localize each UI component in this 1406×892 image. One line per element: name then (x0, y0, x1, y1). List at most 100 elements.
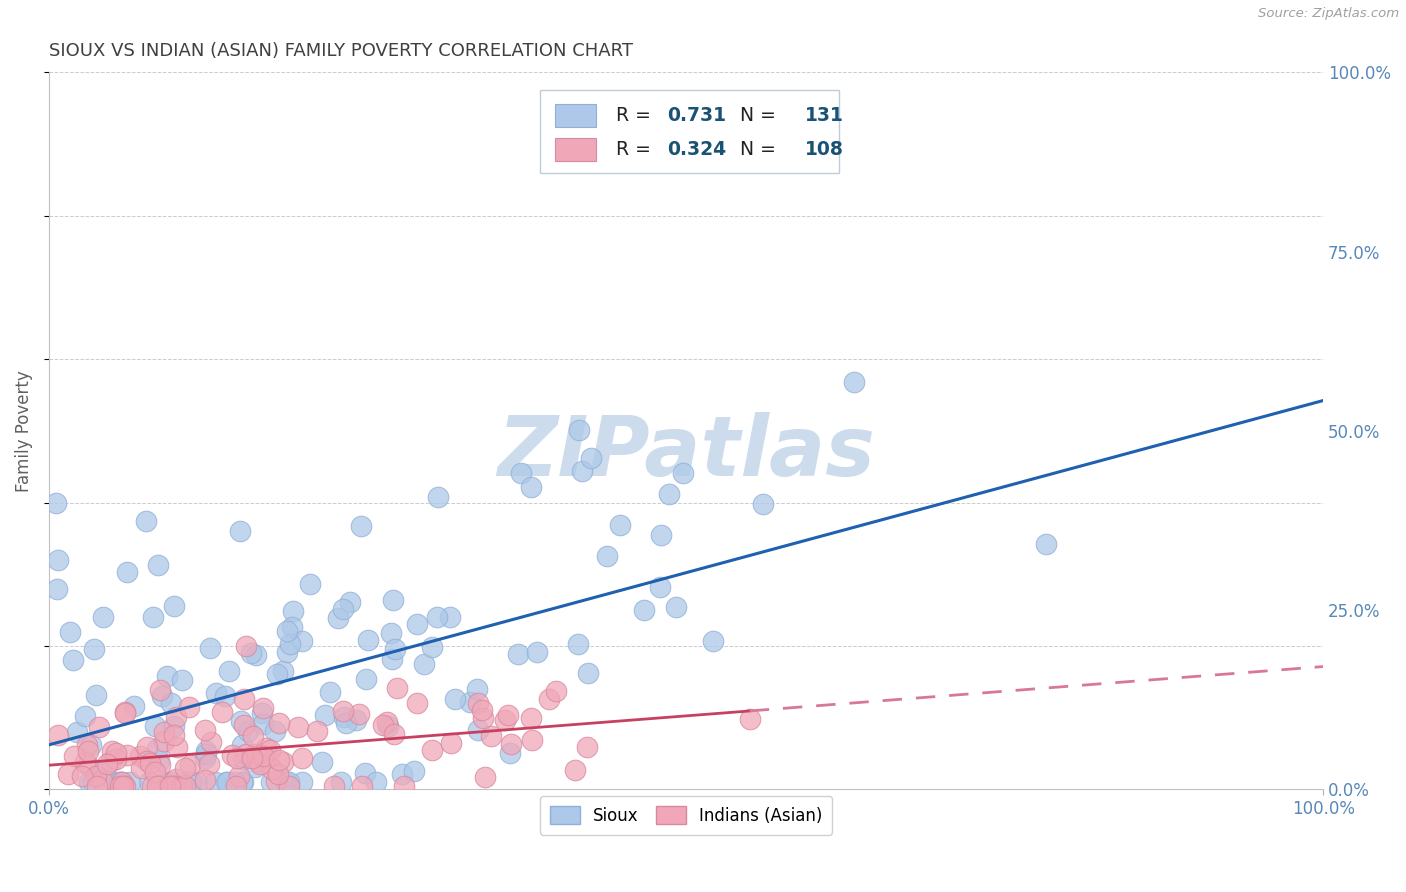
Point (114, 705, 136, 719)
Point (179, 758, 201, 772)
Point (1035, 537, 1057, 551)
Point (287, 720, 309, 734)
Point (501, 737, 523, 751)
Point (83, 642, 105, 657)
Point (110, 775, 132, 789)
Point (246, 754, 269, 768)
Point (465, 682, 488, 697)
Point (46, 728, 69, 742)
Point (278, 775, 301, 789)
Point (494, 713, 516, 727)
Point (245, 648, 267, 662)
Point (214, 689, 236, 703)
Point (354, 766, 377, 780)
Point (259, 742, 281, 756)
Point (198, 640, 221, 655)
Point (159, 779, 181, 793)
Point (458, 695, 481, 709)
Point (80, 739, 103, 753)
Point (146, 558, 169, 572)
Point (250, 706, 273, 721)
Point (114, 779, 136, 793)
Point (186, 775, 208, 789)
Point (526, 645, 548, 659)
Point (752, 497, 775, 511)
Point (406, 616, 429, 631)
Point (163, 728, 186, 742)
Point (650, 528, 672, 542)
Point (194, 743, 217, 757)
Point (239, 647, 262, 661)
Point (499, 747, 522, 761)
Point (576, 665, 599, 680)
Point (267, 753, 290, 767)
Point (467, 723, 489, 737)
Point (391, 767, 413, 781)
Text: 0.731: 0.731 (666, 106, 725, 125)
Point (159, 696, 181, 710)
Point (579, 450, 602, 465)
Point (332, 710, 354, 724)
Point (568, 423, 591, 437)
Point (108, 779, 131, 793)
Point (474, 770, 496, 784)
FancyBboxPatch shape (555, 137, 596, 161)
Point (380, 626, 402, 640)
Point (349, 707, 371, 722)
Point (384, 642, 406, 657)
Point (319, 684, 342, 698)
Point (215, 775, 238, 789)
Point (153, 725, 176, 739)
Point (108, 775, 131, 789)
Point (339, 595, 361, 609)
Point (221, 748, 243, 763)
Point (82, 775, 104, 789)
Point (105, 752, 128, 766)
Point (176, 775, 198, 789)
Point (96, 757, 118, 772)
Point (66, 724, 89, 739)
Point (235, 639, 257, 653)
Point (114, 706, 136, 721)
Point (72, 769, 94, 783)
Point (146, 742, 169, 756)
Point (249, 756, 271, 771)
Point (571, 464, 593, 478)
Point (373, 718, 395, 732)
Point (145, 719, 167, 733)
Point (291, 751, 314, 765)
Point (135, 514, 157, 528)
Point (283, 604, 305, 618)
Point (702, 633, 724, 648)
Point (215, 775, 238, 789)
Point (229, 524, 252, 538)
Point (211, 705, 233, 719)
Point (385, 681, 408, 695)
Point (63, 748, 86, 763)
Point (364, 775, 387, 789)
Point (233, 718, 256, 732)
Point (738, 712, 761, 726)
Point (180, 775, 202, 789)
Point (323, 779, 346, 793)
Point (243, 747, 266, 761)
Point (269, 715, 291, 730)
Point (276, 645, 298, 659)
Point (120, 775, 142, 789)
Legend: Sioux, Indians (Asian): Sioux, Indians (Asian) (540, 796, 832, 835)
Point (332, 602, 354, 616)
Point (472, 711, 495, 725)
Point (204, 775, 226, 789)
Point (146, 779, 169, 793)
Point (842, 376, 865, 390)
Point (250, 752, 273, 766)
Point (115, 747, 138, 762)
Point (177, 699, 200, 714)
Point (427, 490, 450, 504)
Point (467, 696, 489, 710)
Point (73, 756, 96, 770)
Point (242, 730, 264, 744)
Point (266, 773, 288, 788)
Point (596, 549, 619, 563)
Point (231, 775, 253, 789)
